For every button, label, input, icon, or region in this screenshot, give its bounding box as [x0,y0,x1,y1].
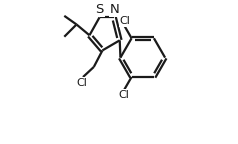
Text: Cl: Cl [120,16,130,26]
Text: N: N [110,3,120,16]
Text: S: S [95,3,104,16]
Text: Cl: Cl [118,90,129,100]
Text: Cl: Cl [76,78,87,88]
